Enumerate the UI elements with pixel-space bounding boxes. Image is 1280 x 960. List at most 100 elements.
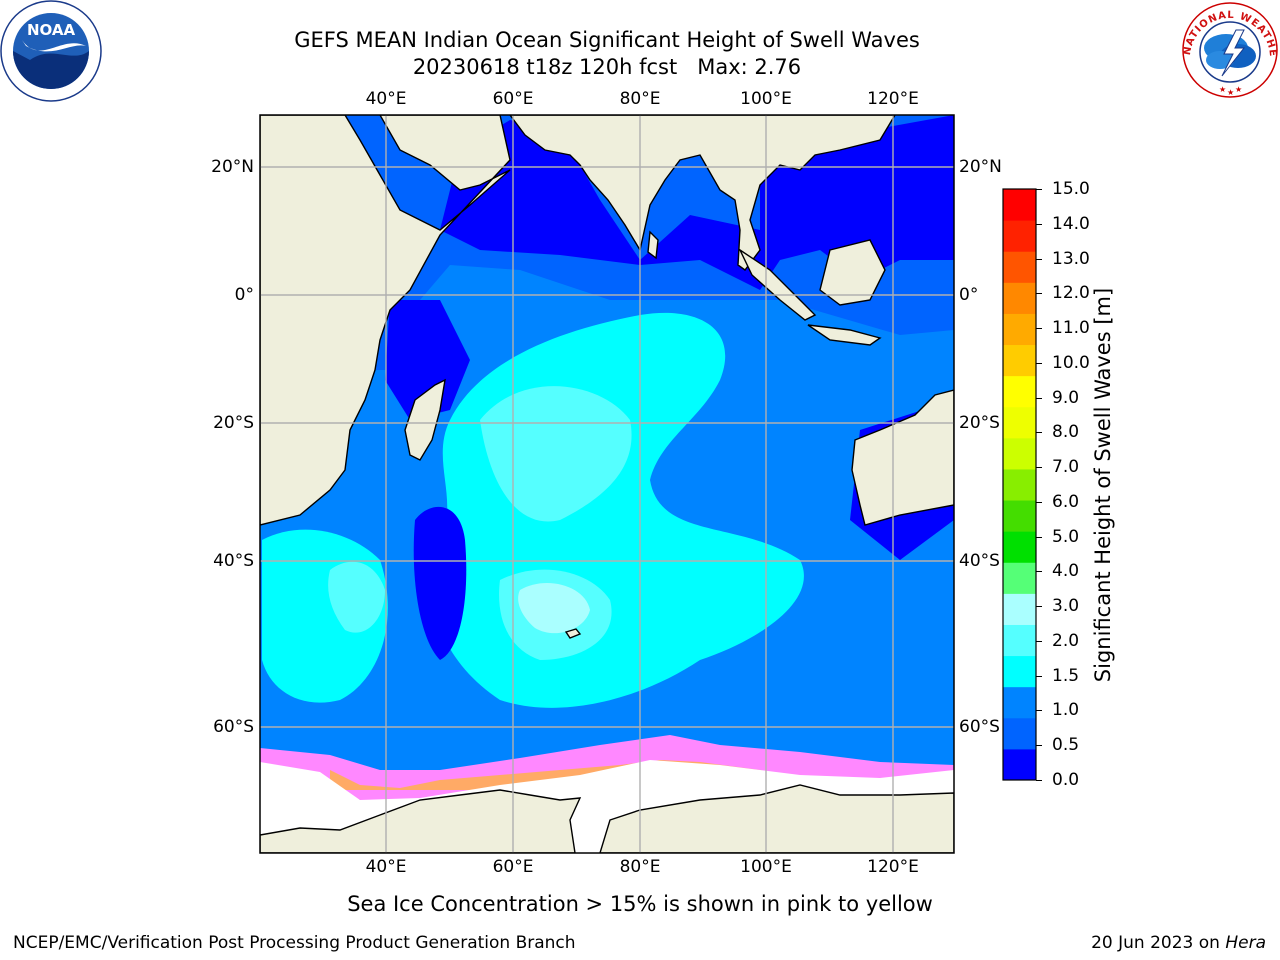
colorbar-segment [1003,375,1036,408]
colorbar-tick-label: 7.0 [1052,457,1080,478]
swell-band-00-05-south [413,506,467,660]
colorbar-tick-mark [1036,189,1042,190]
swell-band-15-20-central [480,386,632,522]
sea-ice-note: Sea Ice Concentration > 15% is shown in … [347,892,933,916]
colorbar-segment [1003,468,1036,501]
nws-logo: NATIONAL WEATHER SERVICE ★ ★ ★ [1178,0,1278,98]
colorbar-tick-label: 3.0 [1052,596,1080,617]
colorbar-tick-mark [1036,223,1042,225]
sri-lanka [647,230,659,260]
lon-tick-bottom-60e: 60°E [492,857,534,877]
colorbar-tick-label: 0.0 [1052,770,1080,790]
colorbar-tick-mark [1036,571,1042,573]
colorbar-tick-label: 1.5 [1052,665,1080,686]
lat-tick-right-20n: 20°N [959,157,1002,177]
colorbar-tick-mark [1036,675,1042,677]
footer-host: Hera [1225,933,1266,953]
lon-tick-top-40e: 40°E [365,89,407,109]
lat-tick-left-60s: 60°S [213,717,254,737]
colorbar-segment [1003,344,1036,377]
lon-tick-bottom-100e: 100°E [740,857,792,877]
colorbar-segment [1003,531,1036,563]
colorbar-tick-label: 0.5 [1052,735,1080,756]
colorbar-segment [1003,748,1036,781]
colorbar-frame [1002,188,1037,781]
colorbar-segment [1003,717,1036,750]
lat-tick-right-20s: 20°S [959,413,1000,433]
colorbar-tick-mark [1036,710,1042,712]
svg-text:★: ★ [1235,85,1242,94]
colorbar-segment [1003,251,1036,283]
noaa-logo: NOAA [0,0,102,102]
lat-tick-left-20s: 20°S [213,413,254,433]
australia [851,389,954,526]
colorbar-tick-mark [1036,293,1042,295]
colorbar-tick-mark [1036,258,1042,260]
colorbar-tick-label: 15.0 [1052,179,1090,199]
lon-tick-bottom-120e: 120°E [867,857,919,877]
lon-tick-bottom-40e: 40°E [365,857,407,877]
swell-band-20-30-max [518,582,590,634]
sumatra [738,248,817,321]
colorbar-tick-mark [1036,745,1042,747]
colorbar-tick-label: 14.0 [1052,213,1090,234]
colorbar-tick-mark [1036,536,1042,538]
colorbar [1002,188,1037,781]
colorbar-segment [1003,189,1036,221]
india-se-asia [509,115,896,271]
lat-tick-right-0: 0° [959,285,979,305]
colorbar-tick-mark [1036,328,1042,330]
colorbar-tick-label: 11.0 [1052,318,1090,339]
colorbar-tick-label: 10.0 [1052,352,1090,373]
gridlines [260,115,954,853]
kerguelen [564,628,582,639]
colorbar-tick-mark [1036,467,1042,469]
colorbar-segment [1003,624,1036,657]
java [807,324,882,346]
colorbar-tick-label: 9.0 [1052,387,1080,408]
lon-tick-bottom-80e: 80°E [619,857,661,877]
svg-text:★: ★ [1219,85,1226,94]
colorbar-tick-mark [1036,780,1042,781]
lat-tick-right-60s: 60°S [959,717,1000,737]
colorbar-segment [1003,655,1036,688]
lon-tick-top-120e: 120°E [867,89,919,109]
antarctica-east [599,784,954,853]
svg-text:★: ★ [1227,88,1234,97]
madagascar [404,378,446,461]
colorbar-segment [1003,686,1036,719]
swell-band-00-05-north [440,115,954,290]
borneo [819,239,886,306]
colorbar-tick-label: 8.0 [1052,422,1080,443]
chart-title-line2: 20230618 t18z 120h fcst Max: 2.76 [412,55,802,79]
noaa-logo-text: NOAA [27,21,76,39]
colorbar-tick-label: 2.0 [1052,630,1080,651]
colorbar-segment [1003,406,1036,439]
colorbar-tick-mark [1036,640,1042,642]
colorbar-segment [1003,562,1036,594]
footer-date-text: 20 Jun 2023 on [1091,933,1220,953]
lon-tick-top-80e: 80°E [619,89,661,109]
colorbar-tick-label: 5.0 [1052,526,1080,547]
lat-tick-left-0: 0° [234,285,254,305]
colorbar-segment [1003,282,1036,314]
colorbar-tick-label: 13.0 [1052,248,1090,269]
colorbar-tick-mark [1036,606,1042,608]
lon-tick-top-60e: 60°E [492,89,534,109]
colorbar-tick-label: 6.0 [1052,491,1080,512]
colorbar-segment [1003,313,1036,346]
colorbar-tick-mark [1036,362,1042,364]
colorbar-tick-mark [1036,501,1042,503]
antarctica-west [260,789,582,853]
colorbar-tick-mark [1036,397,1042,399]
colorbar-tick-mark [1036,432,1042,434]
colorbar-segment [1003,500,1036,532]
colorbar-segment [1003,593,1036,625]
lon-tick-top-100e: 100°E [740,89,792,109]
map-frame [259,114,955,854]
swell-band-00-05-mozambique [385,300,470,420]
lat-tick-left-40s: 40°S [213,551,254,571]
lat-tick-left-20n: 20°N [211,157,254,177]
chart-title-line1: GEFS MEAN Indian Ocean Significant Heigh… [294,28,920,52]
colorbar-title: Significant Height of Swell Waves [m] [1091,287,1115,683]
